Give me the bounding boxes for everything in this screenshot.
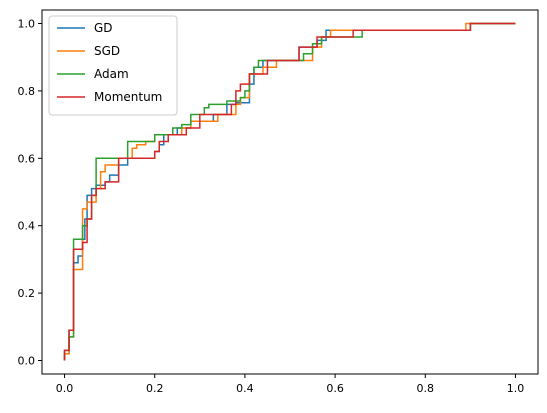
x-tick-label: 1.0 — [507, 382, 525, 395]
y-tick-label: 0.4 — [18, 220, 36, 233]
x-tick-label: 0.4 — [236, 382, 254, 395]
series-layer — [63, 22, 516, 361]
x-tick-label: 0.8 — [417, 382, 435, 395]
x-tick-label: 0.0 — [56, 382, 74, 395]
plot-frame — [41, 9, 539, 375]
y-tick-label: 0.6 — [18, 152, 36, 165]
legend-label-adam: Adam — [94, 67, 129, 81]
x-tick-label: 0.2 — [146, 382, 164, 395]
y-tick-label: 0.2 — [18, 287, 36, 300]
legend-label-gd: GD — [94, 21, 113, 35]
y-axis: 0.0 0.2 0.4 0.6 0.8 1.0 — [18, 17, 42, 368]
legend-box — [48, 15, 178, 116]
legend-label-momentum: Momentum — [94, 90, 162, 104]
series-line-momentum — [63, 22, 516, 361]
y-tick-label: 1.0 — [18, 17, 36, 30]
y-tick-label: 0.8 — [18, 85, 36, 98]
legend: GD SGD Adam Momentum — [48, 15, 178, 116]
legend-label-sgd: SGD — [94, 44, 120, 58]
x-axis: 0.0 0.2 0.4 0.6 0.8 1.0 — [56, 374, 524, 395]
y-tick-label: 0.0 — [18, 355, 36, 368]
x-tick-label: 0.6 — [326, 382, 344, 395]
